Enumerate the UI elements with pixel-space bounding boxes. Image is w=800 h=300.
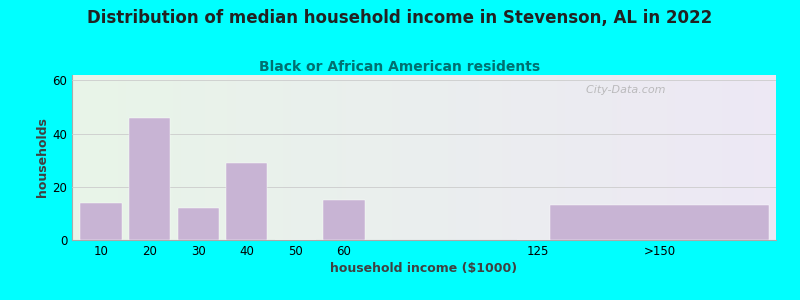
Text: Distribution of median household income in Stevenson, AL in 2022: Distribution of median household income … bbox=[87, 9, 713, 27]
X-axis label: household income ($1000): household income ($1000) bbox=[330, 262, 518, 275]
Y-axis label: households: households bbox=[37, 118, 50, 197]
Bar bbox=[81, 203, 122, 240]
Text: Black or African American residents: Black or African American residents bbox=[259, 60, 541, 74]
Bar bbox=[178, 208, 219, 240]
Bar bbox=[323, 200, 365, 240]
Text: City-Data.com: City-Data.com bbox=[579, 85, 666, 95]
Bar bbox=[129, 118, 170, 240]
Bar bbox=[550, 206, 769, 240]
Bar bbox=[226, 163, 267, 240]
